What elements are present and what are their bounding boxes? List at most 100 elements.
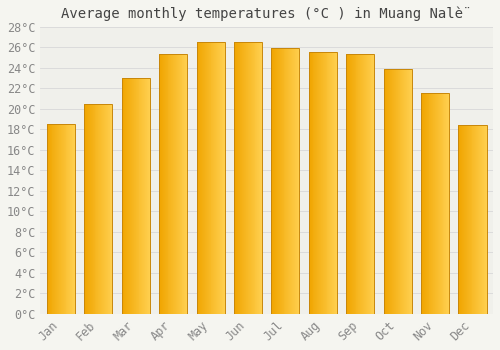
Bar [251,42,252,314]
Bar [332,52,333,314]
Bar [435,93,436,314]
Bar [309,52,310,314]
Bar [370,55,372,314]
Bar [425,93,426,314]
Bar [215,42,216,314]
Bar [47,124,75,314]
Bar [470,125,472,314]
Bar [242,42,244,314]
Bar [280,48,281,314]
Bar [460,125,462,314]
Bar [298,48,300,314]
Bar [347,55,348,314]
Bar [135,78,136,314]
Bar [142,78,143,314]
Bar [407,69,408,314]
Bar [410,69,412,314]
Bar [426,93,428,314]
Bar [391,69,392,314]
Bar [68,124,70,314]
Bar [64,124,66,314]
Bar [408,69,409,314]
Bar [130,78,131,314]
Bar [186,55,187,314]
Bar [59,124,60,314]
Bar [423,93,424,314]
Bar [260,42,261,314]
Bar [176,55,177,314]
Bar [210,42,212,314]
Bar [310,52,312,314]
Bar [293,48,294,314]
Bar [52,124,54,314]
Bar [234,42,262,314]
Bar [331,52,332,314]
Bar [356,55,358,314]
Bar [330,52,331,314]
Bar [236,42,238,314]
Bar [108,104,110,314]
Bar [360,55,361,314]
Bar [350,55,351,314]
Bar [202,42,203,314]
Bar [61,124,62,314]
Bar [214,42,215,314]
Bar [424,93,425,314]
Bar [104,104,105,314]
Bar [465,125,466,314]
Bar [220,42,221,314]
Bar [462,125,463,314]
Bar [88,104,89,314]
Bar [72,124,73,314]
Bar [384,69,411,314]
Bar [208,42,210,314]
Bar [58,124,59,314]
Bar [216,42,217,314]
Bar [289,48,290,314]
Bar [312,52,314,314]
Bar [361,55,362,314]
Bar [398,69,400,314]
Bar [324,52,326,314]
Bar [274,48,275,314]
Bar [320,52,321,314]
Bar [436,93,437,314]
Bar [482,125,483,314]
Bar [250,42,251,314]
Bar [333,52,334,314]
Bar [102,104,103,314]
Bar [84,104,85,314]
Bar [174,55,175,314]
Bar [178,55,180,314]
Bar [60,124,61,314]
Bar [205,42,206,314]
Bar [159,55,187,314]
Bar [336,52,337,314]
Bar [405,69,406,314]
Bar [292,48,293,314]
Bar [432,93,433,314]
Bar [245,42,246,314]
Bar [106,104,108,314]
Bar [149,78,150,314]
Bar [182,55,184,314]
Bar [273,48,274,314]
Bar [366,55,367,314]
Bar [47,124,48,314]
Bar [438,93,439,314]
Bar [464,125,465,314]
Bar [168,55,170,314]
Bar [402,69,404,314]
Bar [388,69,389,314]
Bar [184,55,186,314]
Bar [448,93,449,314]
Bar [161,55,162,314]
Bar [50,124,51,314]
Bar [56,124,57,314]
Bar [147,78,148,314]
Bar [352,55,354,314]
Bar [314,52,316,314]
Bar [484,125,486,314]
Bar [386,69,388,314]
Bar [128,78,129,314]
